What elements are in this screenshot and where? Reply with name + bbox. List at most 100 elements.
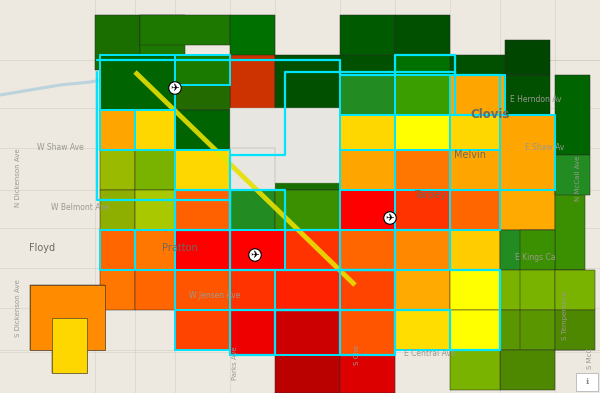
Text: E Kings Ca: E Kings Ca [515,253,555,263]
Bar [275,270,340,310]
Bar [230,108,340,183]
Bar [500,115,555,190]
Bar [395,310,450,350]
Bar [230,310,275,355]
Text: Tarpey: Tarpey [414,190,446,200]
Bar [576,373,598,391]
Bar [395,310,450,350]
Bar [450,75,500,115]
Bar [395,150,450,190]
Bar [340,115,395,150]
Bar [520,270,555,310]
Bar [175,150,230,190]
Text: ✈: ✈ [170,83,179,93]
Bar [340,230,395,270]
Bar [395,230,450,270]
Text: N McCall Ave: N McCall Ave [575,155,581,201]
Bar [395,115,450,150]
Bar [340,310,395,355]
Text: S Che: S Che [354,345,360,365]
Text: S Temperance: S Temperance [562,290,568,340]
Bar [340,115,395,150]
Bar [135,230,175,270]
Bar [395,75,450,115]
Bar [395,230,450,270]
Bar [500,270,555,310]
Bar [275,310,340,355]
Bar [135,190,175,230]
Bar [395,15,450,75]
Bar [135,230,175,270]
Bar [230,270,275,310]
Text: ℹ: ℹ [586,378,589,386]
Bar [395,190,450,230]
Bar [175,310,230,350]
Bar [450,190,500,230]
Bar [555,310,585,350]
Bar [100,110,135,150]
Bar [275,55,340,110]
Bar [520,230,555,270]
Bar [450,150,500,190]
Text: W Shaw Ave: W Shaw Ave [37,143,83,152]
Bar [340,270,395,310]
Text: E Herndon Av: E Herndon Av [510,95,562,105]
Bar [450,75,505,115]
Bar [500,230,555,270]
Text: Clovis: Clovis [470,108,509,121]
Bar [95,15,140,70]
Bar [555,190,585,270]
Bar [340,190,395,230]
Bar [175,270,230,310]
Bar [450,230,500,270]
Bar [450,270,500,310]
Bar [395,55,450,75]
Bar [450,115,500,150]
Bar [500,115,555,190]
Bar [285,230,340,270]
Text: ✈: ✈ [251,250,259,260]
Bar [340,150,395,190]
Bar [500,190,555,230]
Bar [555,310,595,350]
Bar [340,75,395,115]
Bar [230,310,275,355]
Bar [340,355,395,393]
Bar [340,190,395,230]
Bar [395,190,450,230]
Bar [505,75,550,115]
Bar [275,150,340,190]
Bar [100,270,135,310]
Bar [555,155,590,195]
Bar [275,310,340,355]
Bar [450,350,500,390]
Bar [135,110,175,150]
Bar [100,230,135,270]
Bar [285,230,340,270]
Bar [52,318,87,373]
Text: W Belmont Ave: W Belmont Ave [51,204,109,213]
Bar [100,190,135,230]
Text: Melvin: Melvin [454,150,486,160]
Bar [395,150,450,190]
Bar [395,115,450,150]
Bar [450,310,500,350]
Bar [100,55,175,110]
Bar [230,15,275,70]
Text: ✈: ✈ [386,213,394,223]
Bar [450,75,505,115]
Bar [340,150,395,190]
Bar [520,310,555,350]
Bar [52,318,87,373]
Bar [175,310,230,350]
Bar [555,75,590,155]
Text: S McC: S McC [587,347,593,369]
Bar [140,15,230,45]
Bar [175,85,230,110]
Bar [340,230,395,270]
Bar [450,75,500,115]
Bar [395,270,450,310]
Bar [100,110,135,150]
Text: S Dickenson Ave: S Dickenson Ave [15,279,21,337]
Bar [175,190,230,230]
